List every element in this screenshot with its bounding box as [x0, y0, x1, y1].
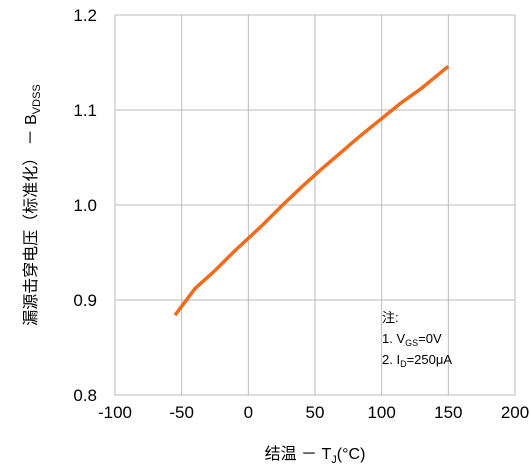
y-tick-label: 1.2 — [73, 6, 97, 25]
data-series — [173, 64, 450, 317]
grid-lines — [115, 15, 515, 395]
note-line-1: 1. VGS=0V — [382, 331, 442, 348]
note-box: 注: 1. VGS=0V 2. ID=250μA — [382, 310, 452, 369]
x-tick-labels: -100 -50 0 50 100 150 200 — [98, 403, 529, 422]
note-line-2: 2. ID=250μA — [382, 352, 452, 369]
x-tick-label: 100 — [367, 403, 395, 422]
y-tick-labels: 0.8 0.9 1.0 1.1 1.2 — [73, 6, 97, 405]
series-line — [173, 64, 450, 317]
y-axis-label: 漏源击穿电压（标准化） － BVDSS — [22, 84, 43, 326]
x-tick-label: 50 — [306, 403, 325, 422]
y-tick-label: 1.1 — [73, 101, 97, 120]
note-title: 注: — [382, 310, 399, 325]
y-tick-label: 0.9 — [73, 291, 97, 310]
y-tick-label: 0.8 — [73, 386, 97, 405]
y-tick-label: 1.0 — [73, 196, 97, 215]
x-tick-label: -50 — [169, 403, 194, 422]
x-tick-label: -100 — [98, 403, 132, 422]
x-axis-label: 结温 － TJ(°C) — [265, 445, 366, 466]
x-tick-label: 0 — [244, 403, 253, 422]
x-tick-label: 200 — [501, 403, 529, 422]
x-tick-label: 150 — [434, 403, 462, 422]
plot-area-border — [114, 14, 516, 396]
